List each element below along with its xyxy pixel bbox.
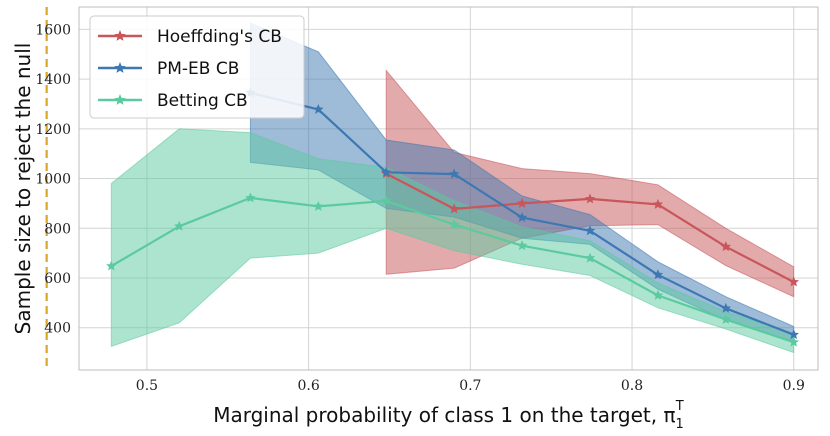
pm-eb-cb-point [788, 329, 799, 340]
y-tick-label: 800 [44, 221, 71, 237]
y-tick-label: 1000 [35, 172, 71, 188]
x-tick-label: 0.9 [783, 378, 805, 394]
x-axis-label-superscript: T [675, 399, 684, 414]
legend-marker [114, 30, 126, 41]
legend-box [89, 15, 305, 119]
betting-cb-point [584, 252, 596, 263]
y-tick-label: 400 [44, 321, 71, 337]
legend-label: PM-EB CB [157, 59, 239, 79]
hoeffding-s-cb-point [516, 197, 528, 208]
pm-eb-cb-point [720, 302, 732, 313]
pm-eb-cb-point [516, 212, 528, 223]
pm-eb-cb-point [652, 269, 664, 280]
hoeffding-s-cb-point [448, 203, 460, 214]
betting-cb-point [516, 240, 528, 251]
legend-marker [114, 94, 126, 105]
y-tick-label: 1600 [35, 22, 71, 38]
legend-item-betting-cb: Betting CB [98, 91, 248, 111]
y-tick-label: 1400 [35, 72, 71, 88]
x-axis-label-subscript: 1 [676, 417, 684, 432]
legend-item-pm-eb-cb: PM-EB CB [98, 59, 239, 79]
betting-cb-point [788, 336, 799, 347]
x-tick-labels: 0.5 0.6 0.7 0.8 0.9 [136, 378, 805, 394]
betting-cb-point [448, 219, 460, 229]
hoeffding-s-cb-point [788, 276, 799, 287]
betting-cb-point [313, 200, 324, 211]
x-tick-label: 0.8 [621, 378, 643, 394]
legend: Hoeffding's CB PM-EB CB Betting CB [89, 15, 305, 119]
pm-eb-cb-point [448, 168, 460, 179]
series-markers [106, 87, 799, 347]
betting-cb-point [106, 260, 117, 271]
plot-frame [78, 6, 819, 371]
hoeffding-s-cb-point [652, 198, 664, 209]
betting-cb-point [652, 289, 664, 300]
pm-eb-cb-point [584, 225, 596, 236]
betting-cb-band [110, 128, 795, 354]
x-tick-label: 0.6 [297, 378, 319, 394]
legend-label: Betting CB [157, 91, 248, 111]
betting-cb-point [381, 195, 392, 206]
confidence-bands [110, 22, 795, 354]
hoeffding-s-cb-point [720, 241, 732, 252]
betting-cb-point [720, 314, 732, 324]
x-tick-label: 0.7 [459, 378, 481, 394]
hoeffding-s-cb-point [584, 193, 596, 204]
x-axis-label-main: Marginal probability of class 1 on the t… [213, 403, 675, 427]
betting-cb-point [245, 192, 256, 203]
pm-eb-cb-point [313, 103, 324, 114]
y-tick-label: 1200 [35, 122, 71, 138]
pm-eb-cb-point [381, 166, 392, 177]
betting-cb-point [174, 220, 185, 231]
x-tick-label: 0.5 [136, 378, 158, 394]
legend-marker [114, 62, 126, 73]
y-tick-labels: 400 600 800 1000 1200 1400 1600 [35, 22, 71, 336]
y-tick-label: 600 [44, 271, 71, 287]
legend-item-hoeffding-s-cb: Hoeffding's CB [98, 27, 282, 47]
x-axis-label: Marginal probability of class 1 on the t… [213, 399, 684, 432]
y-axis-label: Sample size to reject the null [11, 43, 35, 335]
legend-label: Hoeffding's CB [157, 27, 282, 47]
